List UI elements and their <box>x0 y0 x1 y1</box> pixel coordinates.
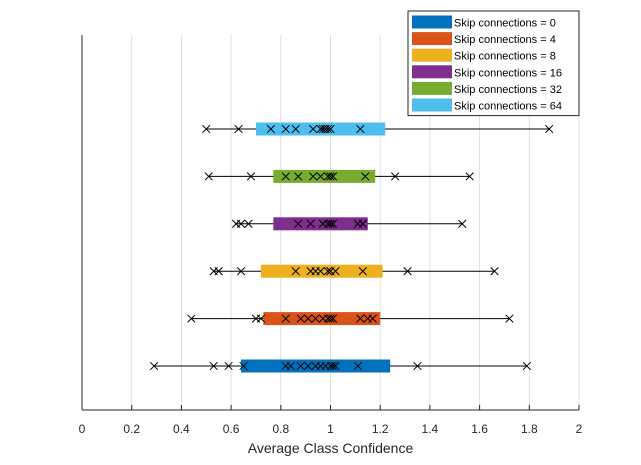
legend-swatch <box>412 15 452 29</box>
legend-entry-label: Skip connections = 32 <box>454 84 562 96</box>
x-tick-label: 0 <box>79 422 86 436</box>
data-point-marker <box>308 124 318 134</box>
legend-swatch <box>412 65 452 79</box>
data-point-marker <box>358 267 367 276</box>
x-tick-label: 2 <box>576 422 583 436</box>
data-point-marker <box>331 361 340 371</box>
box-bar <box>260 264 383 278</box>
data-point-marker <box>458 219 467 228</box>
data-point-marker <box>328 219 338 228</box>
series-row <box>231 217 467 231</box>
box-bar <box>273 169 376 183</box>
x-tick-label: 1.4 <box>422 422 439 436</box>
series-row <box>204 169 474 183</box>
data-point-marker <box>202 124 211 134</box>
x-axis-ticks: 0 0.2 0.4 0.6 0.8 1 1.2 1.4 1.6 1.8 2 <box>79 405 583 436</box>
data-point-marker <box>204 172 213 181</box>
data-point-marker <box>239 361 248 371</box>
data-point-marker <box>353 361 362 371</box>
x-tick-label: 0.6 <box>223 422 240 436</box>
x-tick-label: 0.2 <box>123 422 140 436</box>
data-point-marker <box>281 172 290 181</box>
data-point-marker <box>368 314 377 323</box>
data-point-marker <box>323 267 333 276</box>
data-point-marker <box>303 361 313 371</box>
box-bar <box>263 312 381 326</box>
data-point-marker <box>465 172 474 181</box>
data-point-marker <box>209 361 218 371</box>
data-point-marker <box>505 314 514 323</box>
data-point-marker <box>236 219 246 228</box>
data-point-marker <box>326 219 335 228</box>
data-point-marker <box>294 172 303 181</box>
data-point-marker <box>246 172 256 181</box>
data-point-marker <box>326 314 335 323</box>
data-point-marker <box>545 124 554 134</box>
data-point-marker <box>328 361 338 371</box>
series-row <box>202 122 554 136</box>
legend: Skip connections = 0 Skip connections = 4… <box>407 10 580 117</box>
series-row <box>209 264 499 278</box>
data-point-marker <box>326 124 335 134</box>
data-point-marker <box>326 172 335 181</box>
data-point-marker <box>308 172 318 181</box>
data-point-marker <box>234 124 243 134</box>
data-point-marker <box>522 361 531 371</box>
data-point-marker <box>214 267 223 276</box>
legend-swatch <box>412 98 452 112</box>
data-point-marker <box>316 172 325 181</box>
data-point-marker <box>323 124 333 134</box>
data-point-marker <box>311 314 320 323</box>
data-point-marker <box>291 124 300 134</box>
data-point-marker <box>390 172 400 181</box>
data-point-marker <box>244 219 253 228</box>
legend-entry-label: Skip connections = 4 <box>454 34 556 46</box>
data-point-marker <box>296 314 305 323</box>
data-point-marker <box>286 361 295 371</box>
legend-entry-label: Skip connections = 8 <box>454 51 556 63</box>
data-point-marker <box>356 124 365 134</box>
data-point-marker <box>361 172 370 181</box>
data-point-marker <box>413 361 422 371</box>
legend-swatch <box>412 32 452 46</box>
x-axis-label: Average Class Confidence <box>248 440 414 456</box>
data-point-marker <box>306 219 315 228</box>
data-point-marker <box>296 361 305 371</box>
data-point-marker <box>281 124 290 134</box>
data-point-marker <box>490 267 499 276</box>
data-point-marker <box>294 219 303 228</box>
data-point-marker <box>256 314 266 323</box>
data-point-marker <box>291 267 300 276</box>
data-point-marker <box>356 314 365 323</box>
data-point-marker <box>281 314 290 323</box>
series-row <box>187 312 514 326</box>
x-tick-label: 1.8 <box>521 422 538 436</box>
x-tick-label: 1.6 <box>471 422 488 436</box>
data-point-marker <box>328 314 338 323</box>
data-point-marker <box>331 267 340 276</box>
legend-entry-label: Skip connections = 64 <box>454 101 562 113</box>
data-point-marker <box>328 172 338 181</box>
data-point-marker <box>403 267 412 276</box>
series-row <box>149 359 531 373</box>
data-point-marker <box>149 361 159 371</box>
legend-swatch <box>412 48 452 62</box>
x-tick-label: 0.8 <box>272 422 289 436</box>
data-point-marker <box>236 267 246 276</box>
data-point-marker <box>316 267 325 276</box>
x-tick-label: 0.4 <box>173 422 190 436</box>
legend-entry-label: Skip connections = 0 <box>454 18 556 30</box>
data-point-marker <box>303 314 313 323</box>
box-bar <box>273 217 368 231</box>
x-tick-label: 1 <box>327 422 334 436</box>
data-point-marker <box>358 219 367 228</box>
data-point-marker <box>187 314 196 323</box>
box-rows <box>149 122 554 373</box>
legend-swatch <box>412 81 452 95</box>
x-tick-label: 1.2 <box>372 422 389 436</box>
data-point-marker <box>224 361 233 371</box>
data-point-marker <box>266 124 276 134</box>
legend-entry-label: Skip connections = 16 <box>454 67 562 79</box>
